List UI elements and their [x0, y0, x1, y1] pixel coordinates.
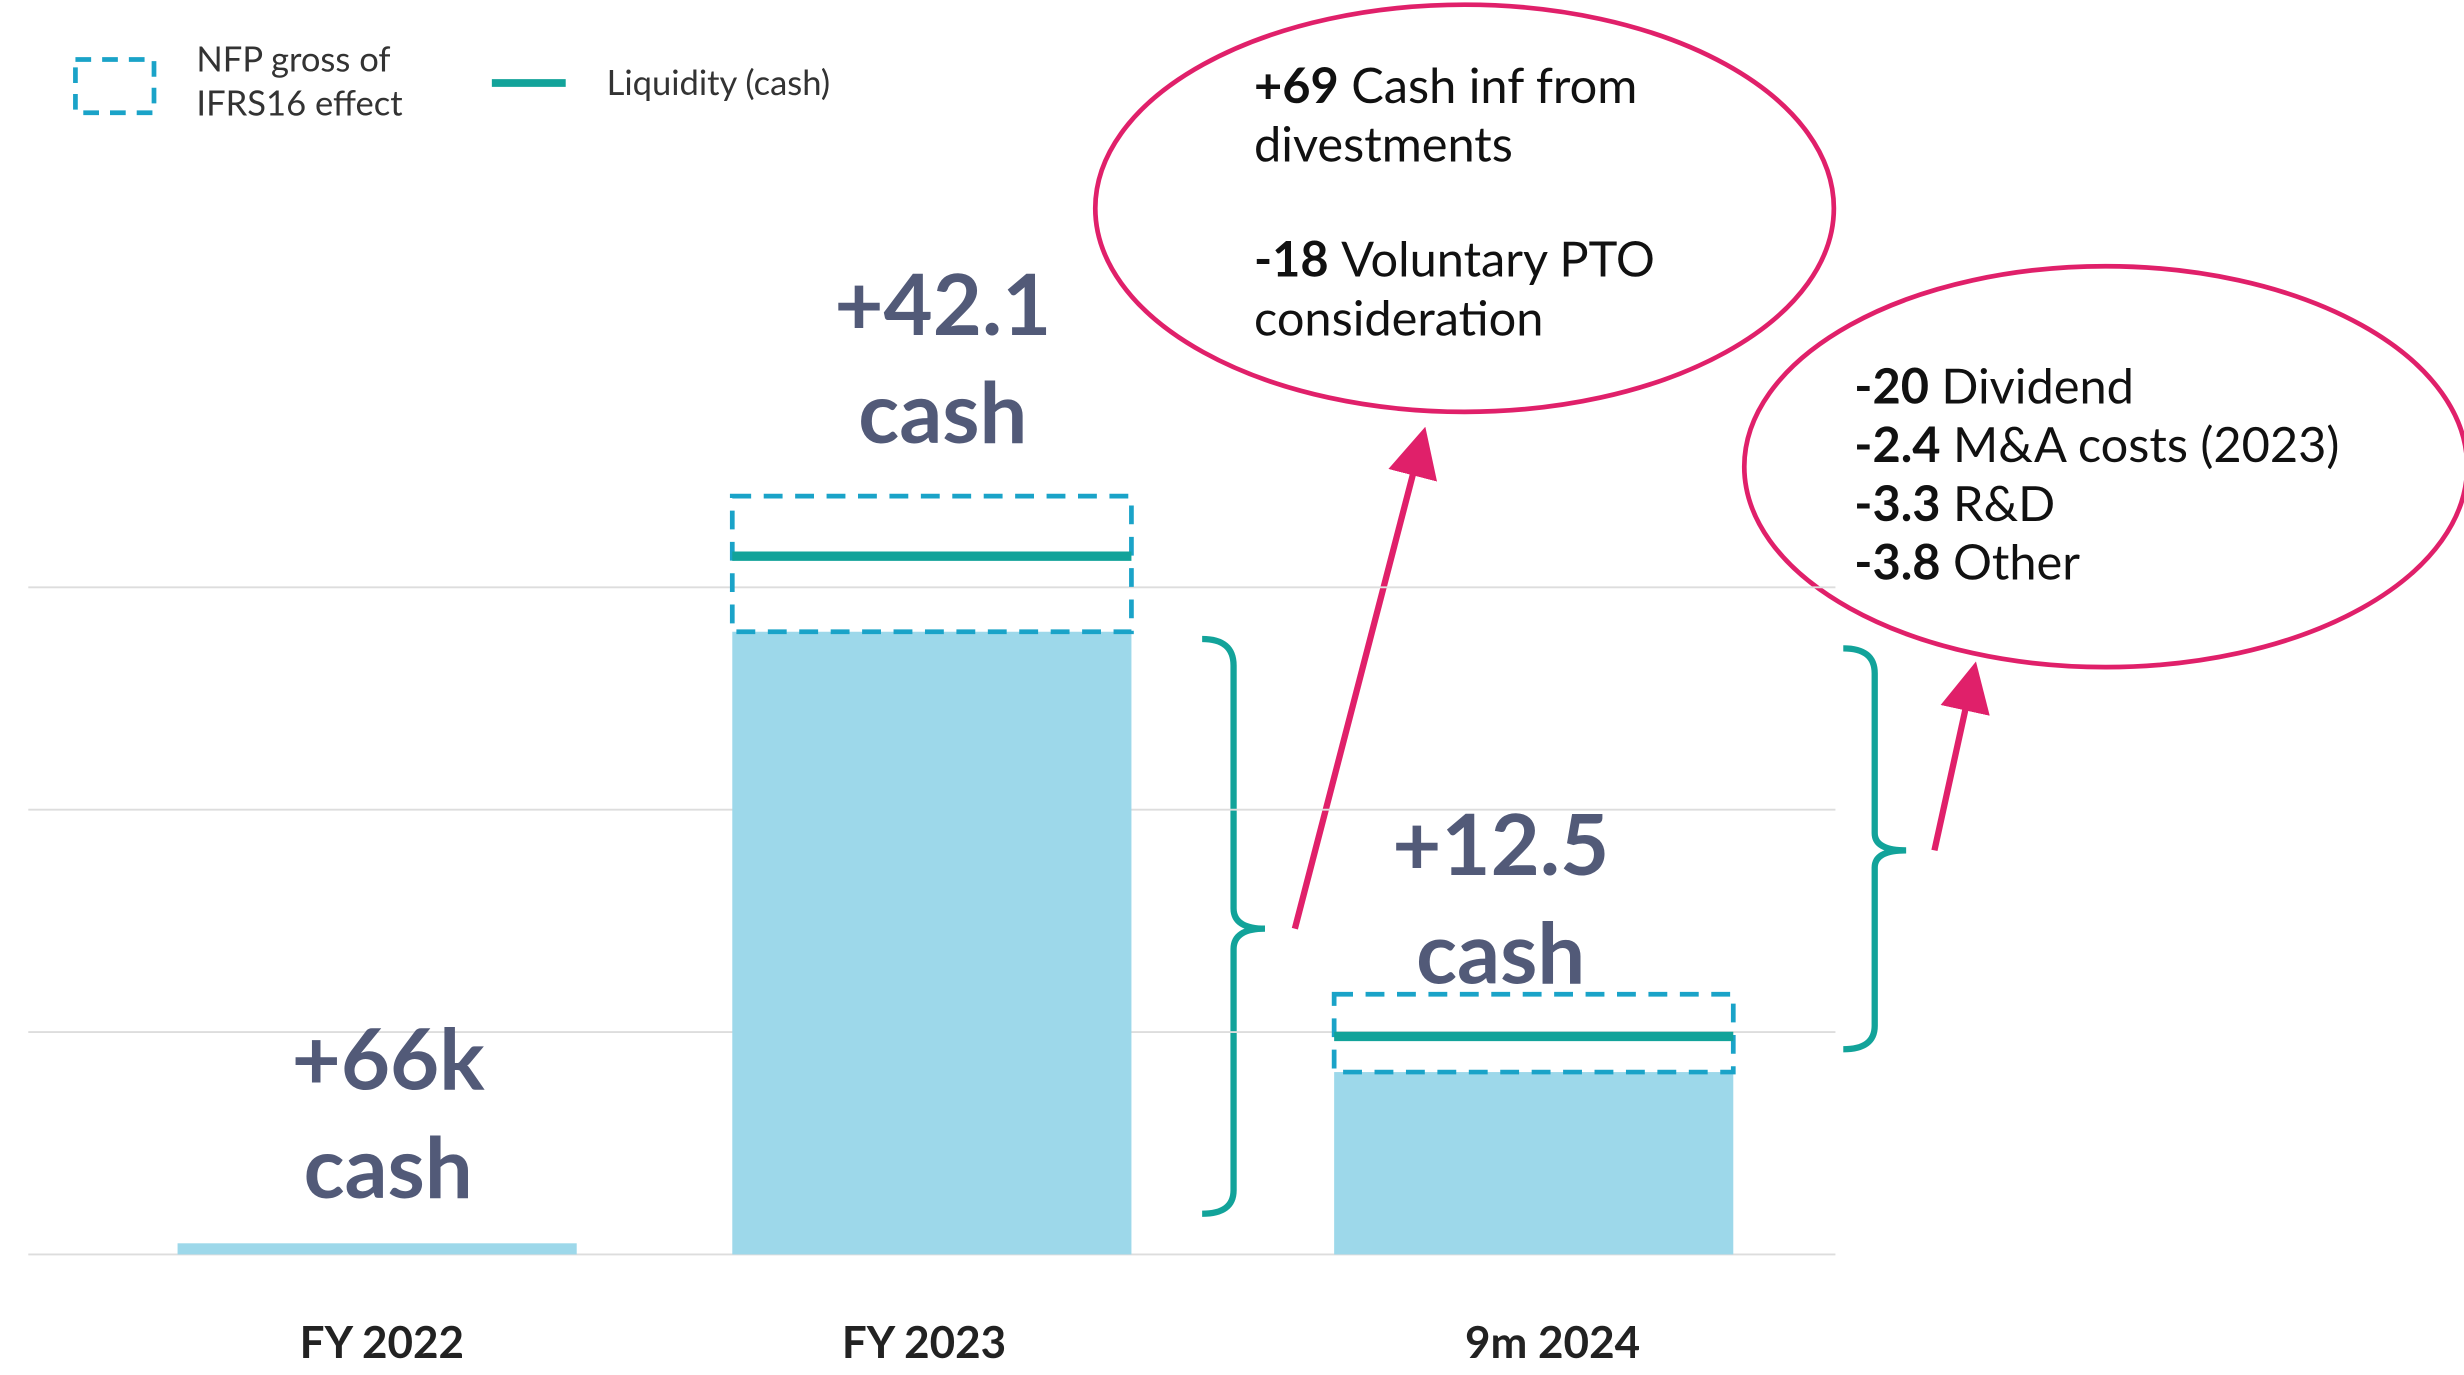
callout-label: Other: [1953, 533, 2080, 591]
callout-text: +69 Cash inf from: [1254, 56, 1637, 114]
callout-text: consideration: [1254, 289, 1543, 347]
callout-label: Dividend: [1941, 357, 2134, 415]
callout-amount: +69: [1254, 56, 1339, 114]
annotation: +42.1: [834, 252, 1051, 354]
nfp-box: [729, 493, 1134, 635]
annotation: cash: [304, 1115, 473, 1217]
callout-amount: -18: [1254, 230, 1329, 288]
callout-amount: -3.3: [1854, 474, 1940, 532]
x-tick-label: FY 2022: [300, 1316, 464, 1368]
callout-label: R&D: [1953, 474, 2055, 532]
x-tick-label: 9m 2024: [1465, 1316, 1640, 1368]
legend-swatch: [73, 57, 157, 116]
callout-ellipse: [1092, 2, 1837, 415]
legend-label: NFP gross of IFRS16 effect: [196, 38, 403, 123]
callout-amount: -20: [1854, 357, 1929, 415]
bar: [177, 1243, 577, 1255]
arrow: [1291, 426, 1438, 930]
brace: [1843, 645, 1907, 1053]
bar: [1334, 1072, 1734, 1255]
callout-text: -20 Dividend: [1854, 357, 2134, 415]
callout-amount: -2.4: [1854, 416, 1940, 474]
callout-text: -3.8 Other: [1854, 533, 2080, 591]
legend-label: Liquidity (cash): [607, 62, 831, 103]
callout-text: -2.4 M&A costs (2023): [1854, 416, 2339, 474]
bar: [732, 631, 1132, 1255]
callout-label: M&A costs (2023): [1953, 416, 2339, 474]
annotation: cash: [858, 360, 1027, 462]
annotation: +12.5: [1392, 792, 1609, 894]
callout-label: Cash inf from: [1351, 56, 1637, 114]
arrow: [1931, 661, 1990, 852]
callout-text: divestments: [1254, 115, 1513, 173]
annotation: cash: [1416, 900, 1585, 1002]
callout-text: -3.3 R&D: [1854, 474, 2055, 532]
callout-label: divestments: [1254, 115, 1513, 173]
brace: [1202, 635, 1266, 1217]
callout-ellipse: [1742, 263, 2464, 670]
x-tick-label: FY 2023: [842, 1316, 1006, 1368]
callout-label: consideration: [1254, 289, 1543, 347]
callout-label: Voluntary PTO: [1341, 230, 1655, 288]
annotation: +66k: [292, 1007, 486, 1109]
callout-text: -18 Voluntary PTO: [1254, 230, 1655, 288]
callout-amount: -3.8: [1854, 533, 1940, 591]
